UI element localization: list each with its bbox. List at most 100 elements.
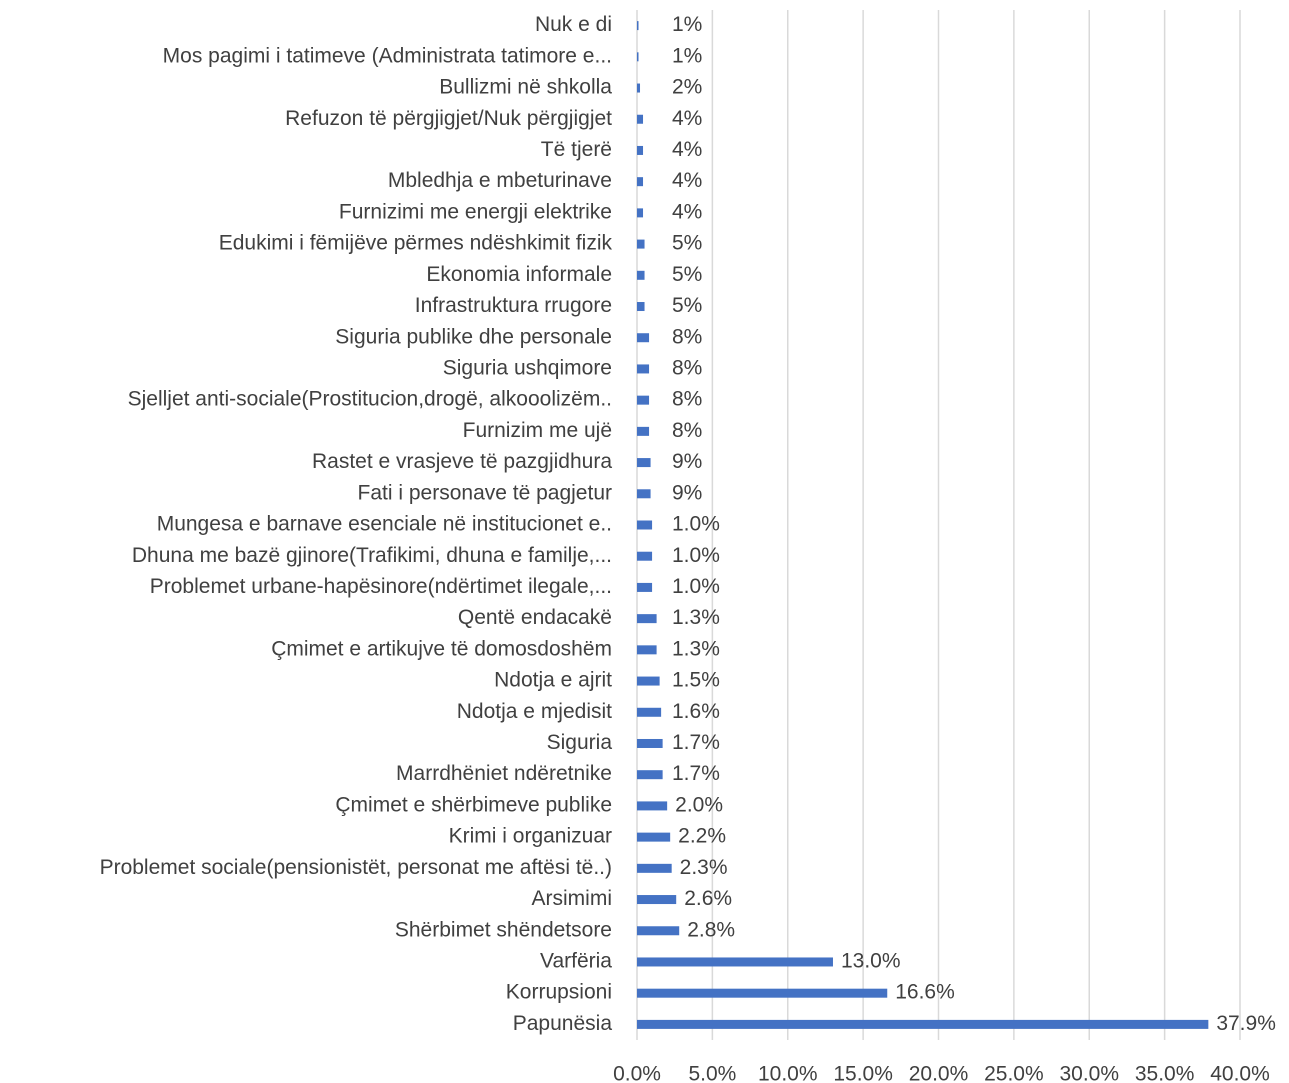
data-label: 2.3%	[680, 856, 728, 879]
data-label: 1.0%	[672, 544, 720, 567]
bar	[637, 177, 644, 187]
y-tick-label: Arsimimi	[532, 887, 612, 910]
bar	[637, 270, 645, 280]
y-tick-label: Rastet e vrasjeve të pazgjidhura	[312, 450, 612, 473]
x-tick-label: 20.0%	[909, 1063, 969, 1083]
data-label: 2.6%	[684, 887, 732, 910]
y-tick-label: Ndotja e ajrit	[494, 669, 612, 692]
bar	[637, 458, 651, 468]
data-label: 5%	[672, 232, 702, 255]
data-label: 8%	[672, 325, 702, 348]
data-label: 1.3%	[672, 606, 720, 629]
data-label: 9%	[672, 481, 702, 504]
y-tick-label: Të tjerë	[541, 138, 612, 161]
y-tick-label: Edukimi i fëmijëve përmes ndëshkimit fiz…	[219, 232, 613, 255]
bar	[637, 645, 657, 655]
bar	[637, 52, 639, 62]
bar	[637, 520, 653, 530]
data-label: 2.0%	[675, 793, 723, 816]
y-tick-label: Krimi i organizuar	[449, 825, 612, 848]
y-tick-label: Infrastruktura rrugore	[415, 294, 612, 317]
y-tick-label: Nuk e di	[535, 13, 612, 36]
bar	[637, 21, 639, 31]
bar	[637, 114, 644, 124]
x-tick-label: 25.0%	[984, 1063, 1044, 1083]
data-label: 1.7%	[672, 731, 720, 754]
x-tick-label: 5.0%	[688, 1063, 736, 1083]
bar	[637, 208, 644, 218]
data-label: 1.7%	[672, 762, 720, 785]
data-label: 5%	[672, 294, 702, 317]
bar	[637, 832, 671, 842]
x-tick-label: 35.0%	[1135, 1063, 1195, 1083]
x-tick-label: 0.0%	[613, 1063, 661, 1083]
bar	[637, 551, 653, 561]
y-tick-label: Ekonomia informale	[426, 263, 612, 286]
y-tick-label: Papunësia	[513, 1012, 613, 1035]
y-tick-label: Çmimet e shërbimeve publike	[335, 793, 612, 816]
bar	[637, 801, 668, 811]
data-label: 1.6%	[672, 700, 720, 723]
y-tick-label: Korrupsioni	[506, 981, 612, 1004]
data-label: 4%	[672, 107, 702, 130]
data-label: 16.6%	[895, 981, 955, 1004]
data-label: 8%	[672, 356, 702, 379]
y-tick-label: Refuzon të përgjigjet/Nuk përgjigjet	[285, 107, 612, 130]
bar	[637, 489, 651, 499]
data-label: 1.0%	[672, 513, 720, 536]
bar	[637, 957, 833, 967]
data-label: 13.0%	[841, 950, 901, 973]
x-tick-label: 30.0%	[1059, 1063, 1119, 1083]
bar	[637, 364, 650, 374]
y-tick-label: Varfëria	[540, 950, 612, 973]
bar	[637, 426, 650, 436]
y-tick-label: Problemet sociale(pensionistët, personat…	[100, 856, 612, 879]
y-tick-label: Marrdhëniet ndëretnike	[396, 762, 612, 785]
bar	[637, 895, 677, 905]
y-tick-label: Mos pagimi i tatimeve (Administrata tati…	[163, 44, 612, 67]
data-label: 1.0%	[672, 575, 720, 598]
data-label: 8%	[672, 419, 702, 442]
y-tick-label: Furnizim me ujë	[463, 419, 612, 442]
y-tick-label: Problemet urbane-hapësinore(ndërtimet il…	[150, 575, 612, 598]
bar	[637, 676, 660, 686]
data-label: 1.3%	[672, 637, 720, 660]
y-tick-label: Siguria	[547, 731, 613, 754]
bar	[637, 395, 650, 405]
bar	[637, 83, 641, 93]
data-label: 1.5%	[672, 669, 720, 692]
bar	[637, 333, 650, 343]
bar	[637, 707, 662, 717]
data-label: 4%	[672, 138, 702, 161]
y-tick-label: Ndotja e mjedisit	[457, 700, 612, 723]
data-label: 2%	[672, 76, 702, 99]
x-tick-label: 40.0%	[1210, 1063, 1270, 1083]
bar	[637, 738, 663, 748]
bar	[637, 863, 672, 873]
bar	[637, 614, 657, 624]
bar	[637, 926, 680, 936]
y-tick-label: Qentë endacakë	[458, 606, 612, 629]
bar	[637, 988, 888, 998]
data-label: 5%	[672, 263, 702, 286]
y-tick-label: Fati i personave të pagjetur	[358, 481, 612, 504]
y-tick-label: Bullizmi në shkolla	[439, 76, 612, 99]
y-tick-label: Çmimet e artikujve të domosdoshëm	[271, 637, 612, 660]
data-label: 8%	[672, 388, 702, 411]
y-tick-label: Mungesa e barnave esenciale në instituci…	[157, 513, 612, 536]
bar	[637, 770, 663, 780]
y-tick-label: Mbledhja e mbeturinave	[388, 169, 612, 192]
data-label: 9%	[672, 450, 702, 473]
y-tick-label: Sjelljet anti-sociale(Prostitucion,drogë…	[128, 388, 612, 411]
y-tick-label: Shërbimet shëndetsore	[395, 918, 612, 941]
bar	[637, 145, 644, 155]
data-label: 2.8%	[687, 918, 735, 941]
y-tick-label: Siguria ushqimore	[443, 356, 612, 379]
x-tick-label: 10.0%	[758, 1063, 818, 1083]
x-tick-label: 15.0%	[833, 1063, 893, 1083]
bar	[637, 582, 653, 592]
data-label: 4%	[672, 169, 702, 192]
y-tick-label: Furnizimi me energji elektrike	[339, 200, 612, 223]
y-tick-label: Dhuna me bazë gjinore(Trafikimi, dhuna e…	[132, 544, 612, 567]
